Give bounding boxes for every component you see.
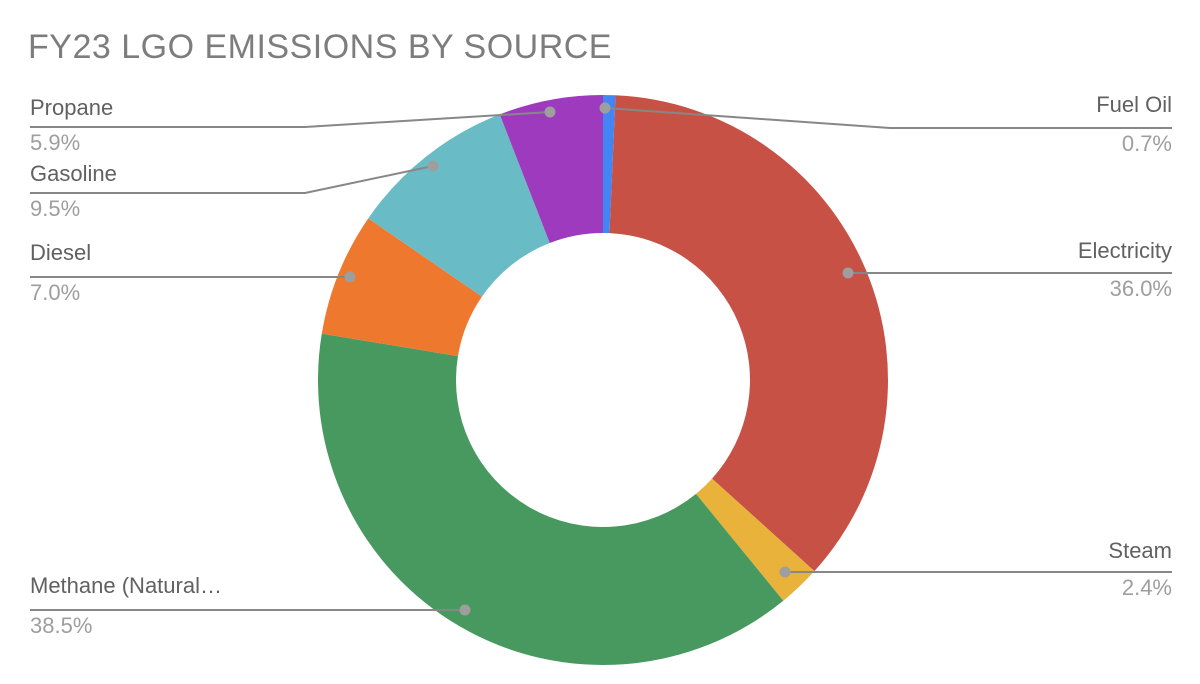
value-steam: 2.4%	[1121, 575, 1172, 600]
label-propane: Propane	[30, 95, 114, 120]
slice-electricity[interactable]	[609, 95, 889, 572]
chart-title: FY23 LGO EMISSIONS BY SOURCE	[28, 28, 612, 66]
slice-methane-natural[interactable]	[317, 333, 784, 666]
slice-fuel-oil[interactable]	[603, 95, 616, 234]
leader-line-propane	[30, 111, 551, 128]
slice-propane[interactable]	[499, 95, 603, 243]
leader-dot-fuel-oil	[599, 102, 611, 114]
leader-dot-electricity	[842, 267, 854, 279]
value-diesel: 7.0%	[30, 280, 81, 305]
value-electricity: 36.0%	[1109, 276, 1172, 301]
value-gasoline: 9.5%	[30, 196, 81, 221]
label-gasoline: Gasoline	[30, 161, 117, 186]
label-electricity: Electricity	[1077, 238, 1172, 263]
label-diesel: Diesel	[30, 240, 92, 265]
value-propane: 5.9%	[30, 130, 81, 155]
leader-dot-steam	[779, 566, 791, 578]
slice-diesel[interactable]	[321, 218, 482, 357]
leader-dot-propane	[544, 106, 556, 118]
value-fuel-oil: 0.7%	[1121, 131, 1172, 156]
label-fuel-oil: Fuel Oil	[1096, 92, 1172, 117]
leader-line-fuel-oil	[604, 107, 1172, 129]
leader-dot-methane-natural	[459, 604, 471, 616]
donut-slices	[317, 95, 889, 666]
leader-dot-diesel	[344, 271, 356, 283]
label-steam: Steam	[1108, 538, 1172, 563]
leader-line-gasoline	[30, 165, 434, 194]
slice-gasoline[interactable]	[368, 114, 550, 297]
leader-dot-gasoline	[427, 160, 439, 172]
leader-lines	[30, 102, 1172, 616]
value-methane: 38.5%	[30, 613, 93, 638]
label-methane: Methane (Natural…	[30, 573, 222, 598]
